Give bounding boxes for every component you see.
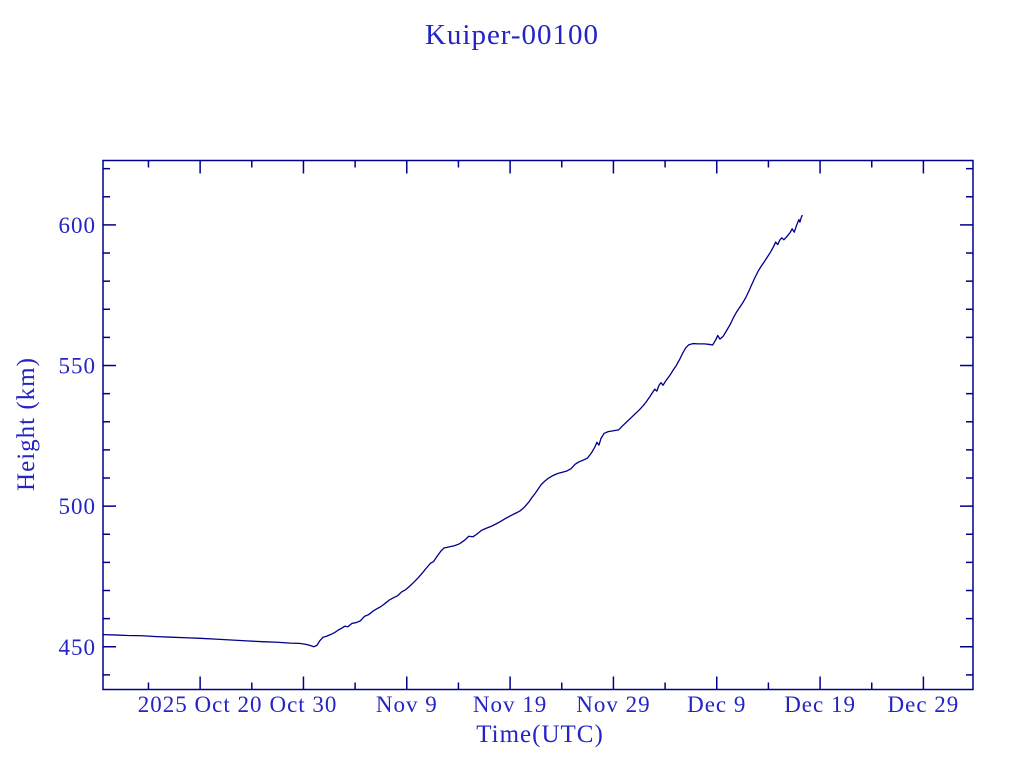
frame-rect bbox=[102, 159, 974, 691]
y-tick-label: 600 bbox=[59, 213, 97, 238]
y-tick-label: 550 bbox=[59, 354, 97, 379]
x-tick-label: Nov 9 bbox=[376, 692, 438, 717]
x-axis-title: Time(UTC) bbox=[476, 721, 604, 748]
x-tick-label: Nov 19 bbox=[473, 692, 547, 717]
chart-title: Kuiper-00100 bbox=[425, 19, 599, 51]
x-tick-label: Dec 9 bbox=[687, 692, 746, 717]
x-tick-label: Dec 19 bbox=[784, 692, 856, 717]
data-series bbox=[102, 214, 804, 648]
x-tick-label: 2025 Oct 20 bbox=[138, 692, 263, 717]
x-tick-label: Nov 29 bbox=[576, 692, 650, 717]
x-tick-label: Dec 29 bbox=[888, 692, 960, 717]
x-tick-labels: 2025 Oct 20 Oct 30 Nov 9 Nov 19 Nov 29 Dec 9 D… bbox=[138, 692, 960, 717]
y-tick-label: 450 bbox=[59, 635, 97, 660]
plot-frame bbox=[102, 159, 974, 691]
y-axis-title: Height (km) bbox=[13, 357, 40, 491]
y-tick-labels: 450 500 550 600 bbox=[59, 213, 97, 660]
height-line bbox=[102, 214, 804, 648]
x-tick-label: Oct 30 bbox=[269, 692, 337, 717]
y-tick-label: 500 bbox=[59, 494, 97, 519]
axis-ticks bbox=[103, 160, 973, 690]
